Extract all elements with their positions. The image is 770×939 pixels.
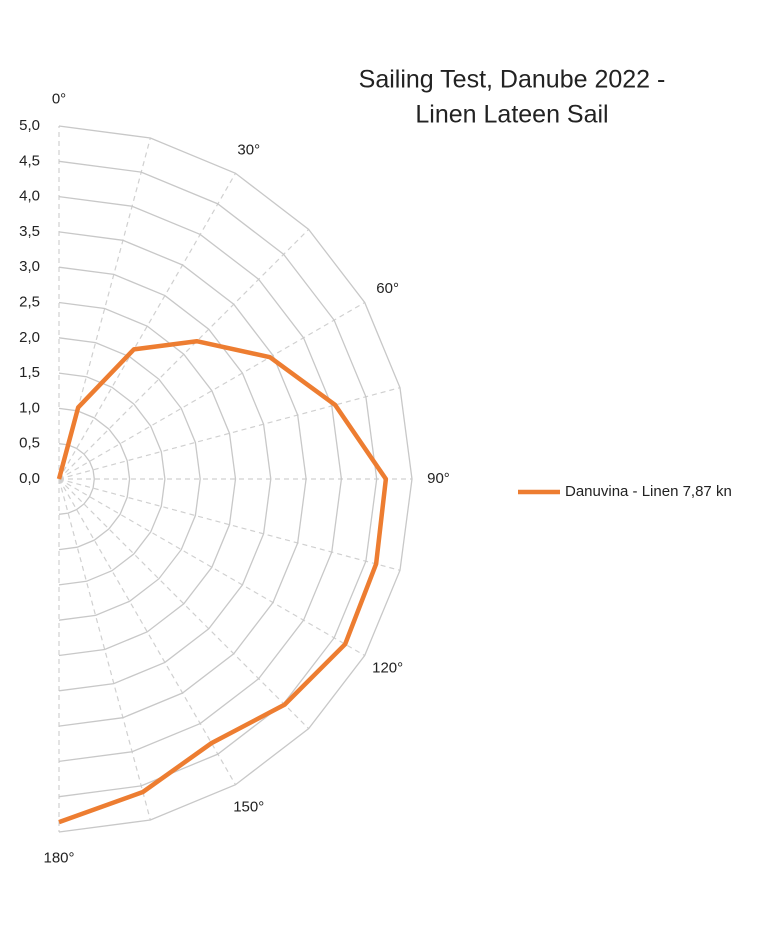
- grid-ring: [58, 407, 131, 551]
- angle-tick-label: 0°: [52, 90, 66, 107]
- r-tick-label: 5,0: [19, 117, 40, 134]
- angle-tick-label: 120°: [372, 660, 403, 677]
- series-line: [56, 338, 389, 825]
- spoke: [58, 228, 310, 480]
- angle-tick-label: 30°: [237, 141, 260, 158]
- spoke: [58, 478, 401, 571]
- grid-ring: [58, 160, 378, 798]
- angle-tick-label: 60°: [376, 280, 399, 297]
- spoke: [58, 387, 401, 480]
- spoke: [58, 478, 366, 657]
- grid-ring: [58, 266, 272, 692]
- spoke: [58, 172, 237, 480]
- chart-title: Linen Lateen Sail: [415, 101, 608, 129]
- spoke: [58, 478, 310, 730]
- r-tick-label: 4,0: [19, 188, 40, 205]
- grid-ring: [58, 443, 95, 515]
- spoke: [58, 478, 151, 821]
- r-tick-label: 0,0: [19, 470, 40, 487]
- angle-tick-label: 180°: [43, 849, 74, 866]
- grid-ring: [58, 372, 166, 586]
- r-tick-label: 1,0: [19, 399, 40, 416]
- spoke: [58, 301, 366, 480]
- r-tick-label: 0,5: [19, 435, 40, 452]
- r-tick-label: 4,5: [19, 152, 40, 169]
- spoke: [58, 478, 237, 786]
- grid-ring: [58, 231, 307, 727]
- r-tick-label: 1,5: [19, 364, 40, 381]
- angle-tick-label: 90°: [427, 470, 450, 487]
- chart-title: Sailing Test, Danube 2022 -: [359, 66, 666, 94]
- grid-ring: [58, 195, 343, 763]
- angle-tick-label: 150°: [233, 799, 264, 816]
- grid-ring: [58, 125, 413, 833]
- grid-ring: [58, 301, 237, 657]
- r-tick-label: 2,0: [19, 329, 40, 346]
- r-tick-label: 2,5: [19, 293, 40, 310]
- r-tick-label: 3,5: [19, 223, 40, 240]
- r-tick-label: 3,0: [19, 258, 40, 275]
- legend-label: Danuvina - Linen 7,87 kn: [565, 483, 732, 500]
